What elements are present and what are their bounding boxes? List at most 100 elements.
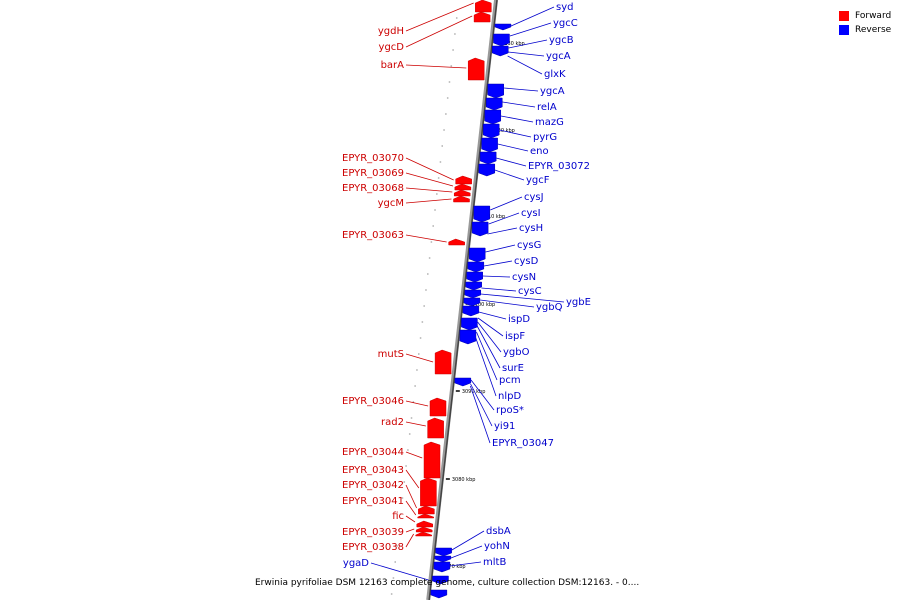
reverse-gene-label: relA (537, 102, 557, 113)
forward-leader-line (405, 484, 417, 509)
reverse-gene-label: yohN (484, 541, 510, 552)
reverse-gene-block (485, 97, 503, 111)
reverse-leader-line (475, 337, 497, 397)
forward-leader-line (405, 198, 452, 204)
reverse-leader-line (490, 196, 523, 211)
reverse-gene-label: syd (556, 2, 573, 13)
position-label: 3070 kbp (442, 564, 466, 570)
reverse-leader-line (480, 293, 565, 303)
forward-gene-block (429, 397, 447, 417)
reverse-gene-label: pyrG (533, 132, 557, 143)
reverse-leader-line (481, 287, 517, 292)
reverse-gene-block (487, 83, 504, 99)
forward-gene-label: EPYR_03046 (342, 396, 404, 407)
reverse-gene-label: ygbE (566, 297, 591, 308)
forward-gene-label: rad2 (381, 417, 404, 428)
forward-leader-line (405, 15, 473, 48)
reverse-gene-label: cysN (512, 272, 536, 283)
reverse-leader-line (508, 39, 548, 49)
reverse-leader-line (496, 157, 527, 167)
forward-gene-label: ygcD (379, 42, 405, 53)
reverse-gene-label: mazG (535, 117, 564, 128)
forward-gene-block (455, 175, 472, 185)
position-label: 3110 kbp (482, 214, 506, 220)
reverse-gene-label: yi91 (494, 421, 515, 432)
forward-gene-block (416, 520, 434, 528)
reverse-gene-block (459, 329, 477, 345)
reverse-leader-line (477, 317, 504, 337)
reverse-gene-block (471, 221, 489, 237)
reverse-leader-line (476, 331, 498, 381)
backbone-shadow (426, 0, 498, 600)
reverse-gene-label: mltB (483, 557, 506, 568)
reverse-gene-block (482, 123, 500, 139)
reverse-leader-line (482, 275, 511, 278)
reverse-leader-line (502, 101, 536, 108)
forward-gene-label: barA (381, 60, 405, 71)
reverse-gene-label: ygcA (540, 86, 565, 97)
reverse-leader-line (477, 321, 502, 353)
forward-gene-label: EPYR_03063 (342, 230, 404, 241)
forward-leader-line (405, 187, 453, 193)
reverse-gene-block (465, 281, 482, 291)
reverse-gene-label: eno (530, 146, 549, 157)
legend-forward: Forward (839, 9, 891, 23)
reverse-leader-line (470, 379, 495, 411)
reverse-gene-label: ispF (505, 331, 525, 342)
forward-gene-block (415, 531, 432, 537)
forward-gene-block (453, 195, 470, 203)
reverse-leader-line (470, 383, 493, 427)
forward-gene-block (434, 349, 452, 375)
reverse-leader-line (500, 115, 534, 123)
forward-gene-label: EPYR_03043 (342, 465, 404, 476)
reverse-gene-label: surE (502, 363, 524, 374)
forward-leader-line (405, 234, 447, 243)
forward-gene-block (467, 57, 485, 81)
legend-reverse-label: Reverse (855, 25, 892, 35)
reverse-gene-block (463, 297, 481, 307)
forward-gene-block (448, 238, 465, 246)
reverse-leader-line (504, 87, 539, 92)
forward-gene-label: EPYR_03070 (342, 153, 404, 164)
forward-gene-block (473, 11, 491, 23)
forward-gene-label: EPYR_03069 (342, 168, 404, 179)
reverse-gene-label: cysD (514, 256, 539, 267)
reverse-leader-line (449, 561, 482, 567)
forward-gene-label: EPYR_03068 (342, 183, 404, 194)
forward-swatch (839, 11, 849, 21)
reverse-gene-block (478, 163, 496, 177)
forward-leader-line (405, 500, 417, 516)
reverse-gene-label: EPYR_03047 (492, 438, 554, 449)
reverse-gene-label: dsbA (486, 526, 511, 537)
reverse-leader-line (509, 22, 552, 37)
forward-gene-label: fic (392, 511, 404, 522)
legend-forward-label: Forward (855, 11, 892, 21)
reverse-gene-label: cysG (517, 240, 541, 251)
reverse-gene-block (473, 205, 491, 223)
position-label: 3080 kbp (452, 477, 476, 483)
position-label: 3090 kbp (462, 389, 486, 395)
reverse-gene-label: cysH (519, 223, 543, 234)
forward-gene-block (418, 505, 435, 515)
forward-leader-line (405, 2, 474, 32)
reverse-gene-label: glxK (544, 69, 566, 80)
reverse-gene-block (432, 575, 449, 585)
forward-leader-line (405, 400, 429, 407)
reverse-leader-line (507, 55, 543, 75)
reverse-gene-block (467, 261, 485, 273)
reverse-gene-block (464, 289, 482, 299)
reverse-gene-label: ispD (508, 314, 530, 325)
reverse-gene-block (479, 151, 497, 165)
reverse-leader-line (488, 212, 520, 225)
reverse-gene-label: ygcB (549, 35, 574, 46)
reverse-gene-block (481, 137, 498, 153)
reverse-leader-line (480, 299, 535, 308)
forward-leader-line (405, 515, 416, 523)
forward-gene-label: ygdH (378, 26, 404, 37)
reverse-gene-block (430, 589, 448, 599)
reverse-gene-block (491, 45, 509, 57)
reverse-gene-label: cysI (521, 208, 541, 219)
reverse-gene-label: ygcF (526, 175, 550, 186)
forward-gene-label: EPYR_03038 (342, 542, 404, 553)
genome-caption: Erwinia pyrifoliae DSM 12163 complete ge… (255, 578, 640, 588)
